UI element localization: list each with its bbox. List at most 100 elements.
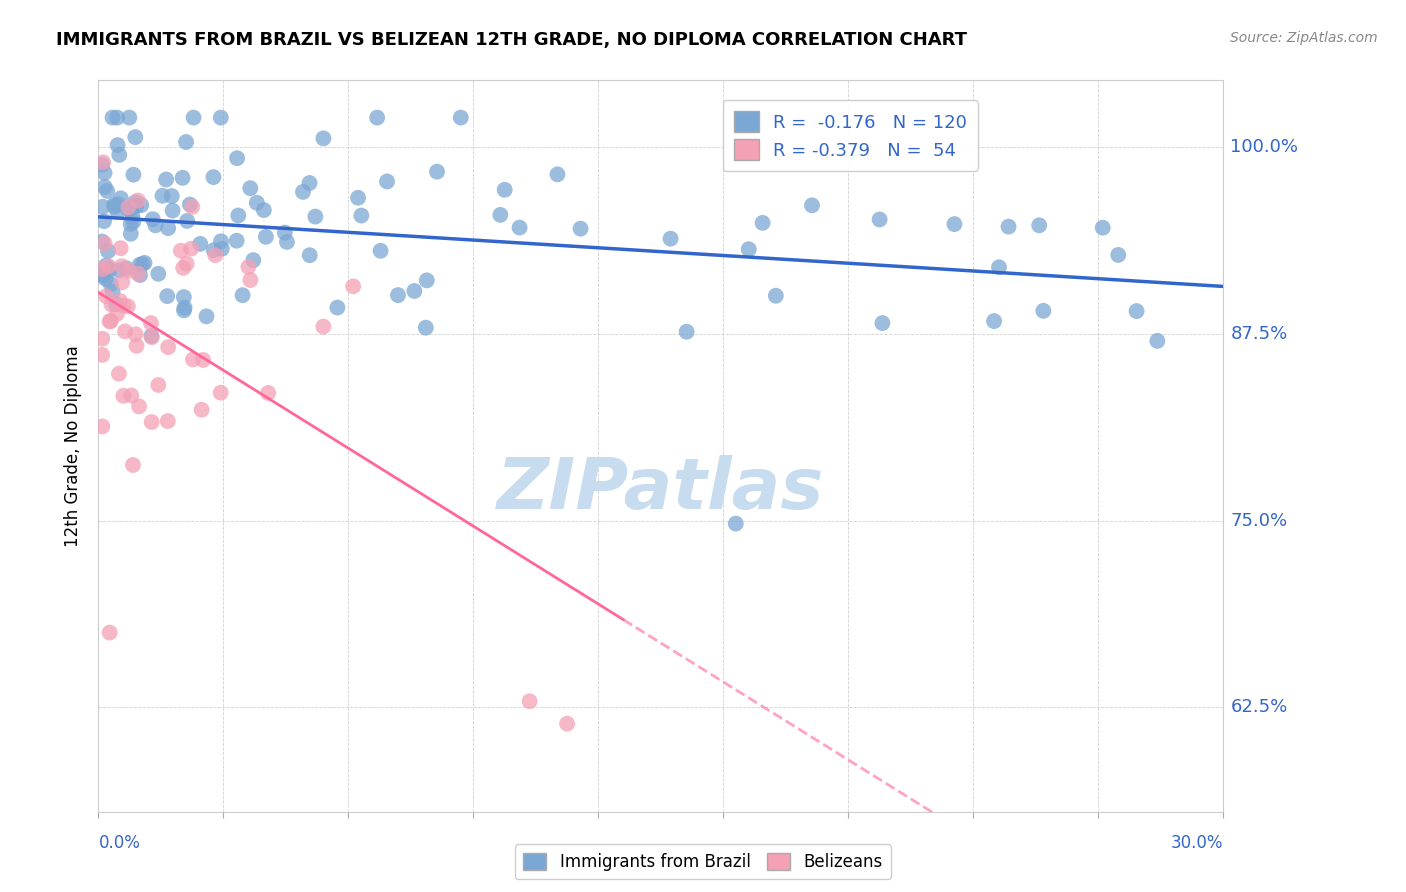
Point bbox=[239, 181, 262, 195]
Point bbox=[751, 216, 773, 230]
Point bbox=[98, 625, 121, 640]
Point bbox=[1028, 219, 1050, 233]
Legend: Immigrants from Brazil, Belizeans: Immigrants from Brazil, Belizeans bbox=[515, 845, 891, 880]
Point bbox=[91, 235, 114, 249]
Point bbox=[366, 111, 388, 125]
Point bbox=[326, 301, 349, 315]
Point bbox=[110, 241, 132, 255]
Point bbox=[190, 402, 212, 417]
Point bbox=[257, 386, 280, 401]
Point bbox=[105, 307, 128, 321]
Point bbox=[253, 202, 276, 217]
Point bbox=[120, 388, 142, 402]
Point bbox=[91, 268, 114, 283]
Point bbox=[173, 303, 195, 318]
Point bbox=[659, 232, 682, 246]
Point bbox=[188, 236, 211, 251]
Point bbox=[103, 197, 125, 211]
Point bbox=[124, 327, 146, 342]
Point bbox=[225, 234, 247, 248]
Point bbox=[94, 272, 117, 286]
Point bbox=[304, 210, 326, 224]
Point bbox=[765, 289, 787, 303]
Point bbox=[291, 185, 314, 199]
Point bbox=[103, 199, 125, 213]
Point bbox=[211, 242, 233, 256]
Point bbox=[120, 227, 142, 241]
Point bbox=[107, 138, 129, 153]
Point bbox=[98, 262, 121, 277]
Point bbox=[943, 217, 966, 231]
Point bbox=[97, 244, 120, 259]
Text: 0.0%: 0.0% bbox=[98, 834, 141, 852]
Point bbox=[91, 332, 114, 346]
Point bbox=[93, 214, 115, 228]
Point bbox=[108, 148, 131, 162]
Point bbox=[91, 158, 114, 172]
Point bbox=[117, 299, 139, 313]
Point bbox=[112, 389, 135, 403]
Point bbox=[131, 257, 153, 271]
Point bbox=[347, 191, 370, 205]
Point bbox=[869, 212, 891, 227]
Point bbox=[108, 197, 131, 211]
Point bbox=[117, 202, 139, 216]
Point bbox=[93, 166, 115, 180]
Point bbox=[124, 195, 146, 210]
Point bbox=[232, 288, 254, 302]
Point bbox=[157, 340, 180, 354]
Point bbox=[426, 164, 449, 178]
Text: 30.0%: 30.0% bbox=[1171, 834, 1223, 852]
Point bbox=[107, 204, 129, 219]
Point bbox=[162, 203, 184, 218]
Point bbox=[494, 183, 516, 197]
Point bbox=[204, 248, 226, 262]
Point bbox=[156, 289, 179, 303]
Point bbox=[226, 209, 249, 223]
Point bbox=[312, 131, 335, 145]
Point bbox=[983, 314, 1005, 328]
Point bbox=[91, 268, 114, 282]
Point bbox=[157, 221, 180, 235]
Point bbox=[125, 339, 148, 353]
Point bbox=[91, 155, 114, 169]
Point bbox=[127, 194, 149, 208]
Point bbox=[555, 716, 578, 731]
Text: Source: ZipAtlas.com: Source: ZipAtlas.com bbox=[1230, 31, 1378, 45]
Point bbox=[122, 168, 145, 182]
Point bbox=[91, 419, 114, 434]
Text: ZIPatlas: ZIPatlas bbox=[498, 456, 824, 524]
Point bbox=[139, 316, 162, 330]
Point bbox=[238, 260, 260, 274]
Point bbox=[156, 414, 179, 428]
Point bbox=[101, 111, 124, 125]
Text: 100.0%: 100.0% bbox=[1230, 138, 1298, 156]
Point bbox=[274, 226, 297, 240]
Point bbox=[172, 170, 194, 185]
Point bbox=[176, 257, 198, 271]
Point bbox=[195, 310, 218, 324]
Point bbox=[350, 209, 373, 223]
Point bbox=[160, 189, 183, 203]
Point bbox=[239, 273, 262, 287]
Point bbox=[375, 174, 398, 188]
Point bbox=[675, 325, 697, 339]
Point bbox=[312, 319, 335, 334]
Point bbox=[122, 458, 145, 472]
Point bbox=[724, 516, 747, 531]
Point bbox=[125, 199, 148, 213]
Legend: R =  -0.176   N = 120, R = -0.379   N =  54: R = -0.176 N = 120, R = -0.379 N = 54 bbox=[723, 100, 979, 171]
Point bbox=[209, 111, 232, 125]
Point bbox=[100, 314, 122, 328]
Point bbox=[173, 301, 195, 315]
Point bbox=[180, 242, 202, 256]
Point bbox=[183, 111, 205, 125]
Text: 62.5%: 62.5% bbox=[1230, 698, 1288, 716]
Point bbox=[141, 415, 163, 429]
Point bbox=[121, 200, 143, 214]
Point bbox=[209, 385, 232, 400]
Point bbox=[94, 289, 117, 303]
Point bbox=[181, 352, 204, 367]
Point bbox=[129, 198, 152, 212]
Point bbox=[118, 264, 141, 278]
